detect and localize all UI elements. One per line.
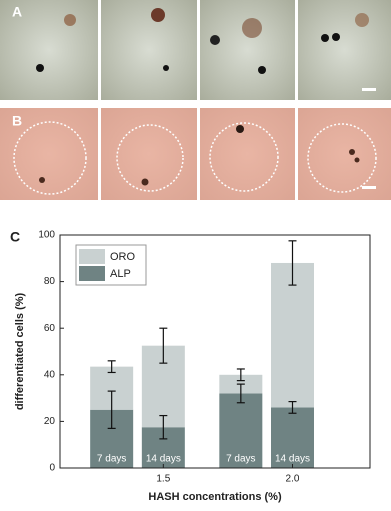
image-tile <box>0 108 98 200</box>
panel-label: A <box>12 4 22 20</box>
cell <box>349 149 355 155</box>
cell <box>36 64 44 72</box>
image-tile <box>200 108 295 200</box>
cell <box>354 157 360 163</box>
cell <box>64 14 76 26</box>
outline <box>13 121 87 195</box>
legend-swatch <box>79 249 105 264</box>
cell <box>332 33 340 41</box>
bar-label: 7 days <box>226 454 255 465</box>
cell <box>242 18 262 38</box>
panel-b: B <box>0 108 391 200</box>
cell <box>151 8 165 22</box>
panel-label: C <box>10 229 20 245</box>
y-tick-label: 40 <box>44 369 56 380</box>
image-tile <box>200 0 295 100</box>
bar-label: 14 days <box>146 454 181 465</box>
scale-bar <box>362 186 376 189</box>
y-tick-label: 60 <box>44 323 56 334</box>
x-tick-label: 2.0 <box>286 474 300 485</box>
image-tile <box>101 0 197 100</box>
image-tile <box>298 108 391 200</box>
plot-frame <box>59 234 371 469</box>
legend-label: ORO <box>110 251 136 263</box>
y-tick-label: 20 <box>44 416 56 427</box>
bar-label: 14 days <box>275 454 310 465</box>
outline <box>209 122 279 192</box>
y-tick-label: 80 <box>44 276 56 287</box>
outline <box>116 124 184 192</box>
x-tick-label: 1.5 <box>156 474 170 485</box>
scale-bar <box>362 88 376 91</box>
panel-a: A <box>0 0 391 100</box>
legend-swatch <box>79 266 105 281</box>
bar <box>219 393 263 468</box>
cell <box>236 125 244 133</box>
legend-label: ALP <box>110 268 131 280</box>
bar <box>271 407 314 468</box>
x-axis-label: HASH concentrations (%) <box>148 491 282 503</box>
cell <box>39 177 45 183</box>
bar-label: 7 days <box>97 454 126 465</box>
y-tick-label: 100 <box>38 230 55 241</box>
y-tick-label: 0 <box>49 463 55 474</box>
cell <box>355 13 369 27</box>
bar <box>271 262 314 408</box>
outline <box>307 123 377 193</box>
cell <box>321 34 329 42</box>
cell <box>210 35 220 45</box>
image-tile <box>101 108 197 200</box>
image-tile <box>0 0 98 100</box>
image-tile <box>298 0 391 100</box>
cell <box>163 65 169 71</box>
cell <box>258 66 266 74</box>
chart: C 7 days 14 days 7 days 14 days 0 20 40 60 80 100 1… <box>10 229 371 503</box>
panel-label: B <box>12 113 22 129</box>
y-axis-label: differentiated cells (%) <box>14 292 26 410</box>
cell <box>141 178 149 186</box>
